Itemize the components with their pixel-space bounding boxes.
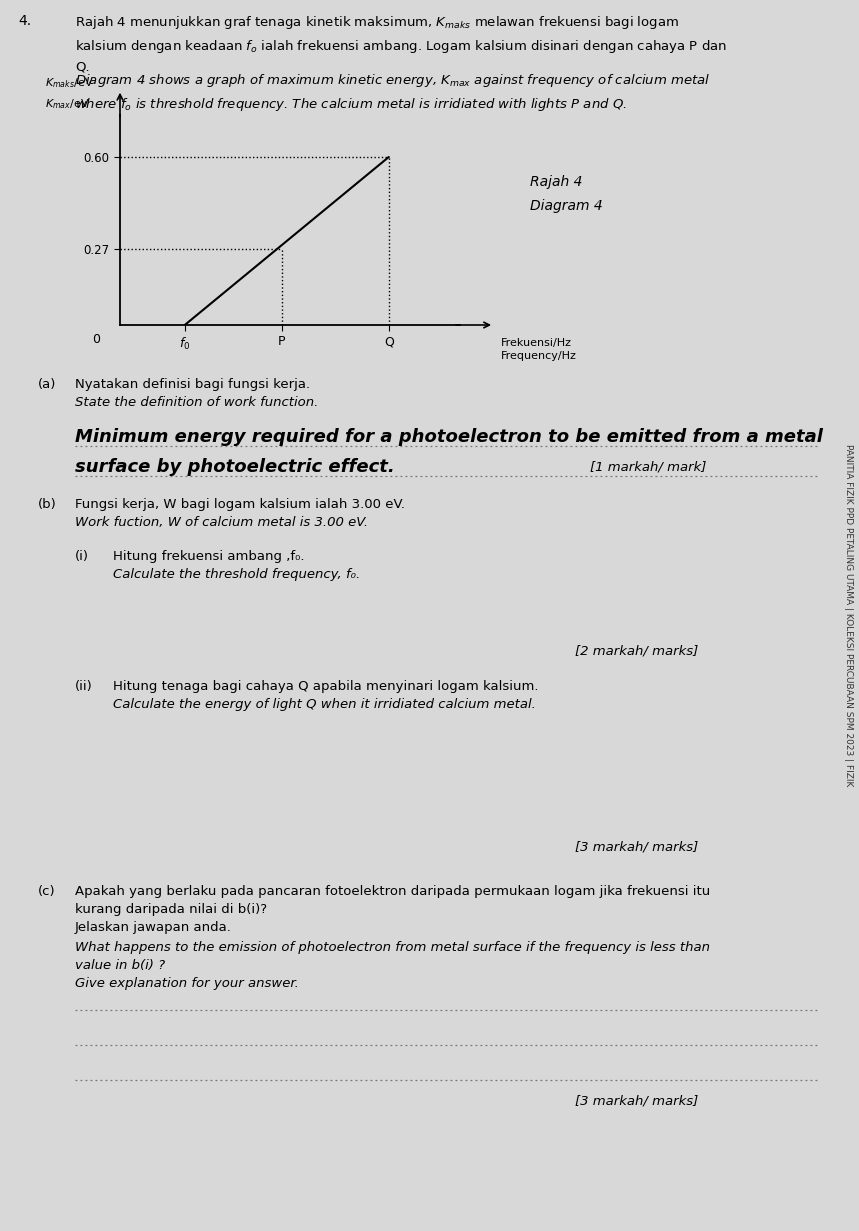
Text: Fungsi kerja, W bagi logam kalsium ialah 3.00 eV.: Fungsi kerja, W bagi logam kalsium ialah…	[75, 499, 405, 511]
Text: Hitung tenaga bagi cahaya Q apabila menyinari logam kalsium.: Hitung tenaga bagi cahaya Q apabila meny…	[113, 680, 539, 693]
Text: value in b(i) ?: value in b(i) ?	[75, 959, 165, 972]
Text: $K_{maks}$/eV: $K_{maks}$/eV	[46, 76, 94, 90]
Text: (a): (a)	[38, 378, 57, 391]
Text: Rajah 4 menunjukkan graf tenaga kinetik maksimum, $K_{maks}$ melawan frekuensi b: Rajah 4 menunjukkan graf tenaga kinetik …	[75, 14, 727, 73]
Text: Work fuction, W of calcium metal is 3.00 eV.: Work fuction, W of calcium metal is 3.00…	[75, 516, 369, 529]
Text: Rajah 4
Diagram 4: Rajah 4 Diagram 4	[530, 175, 603, 213]
Text: Calculate the energy of light Q when it irridiated calcium metal.: Calculate the energy of light Q when it …	[113, 698, 536, 712]
Text: (c): (c)	[38, 885, 56, 897]
Text: State the definition of work function.: State the definition of work function.	[75, 396, 319, 409]
Text: PANITIA FIZIK PPD PETALING UTAMA | KOLEKSI PERCUBAAN SPM 2023 | FIZIK: PANITIA FIZIK PPD PETALING UTAMA | KOLEK…	[844, 444, 854, 787]
Text: What happens to the emission of photoelectron from metal surface if the frequenc: What happens to the emission of photoele…	[75, 940, 710, 954]
Text: (i): (i)	[75, 550, 89, 563]
Text: (ii): (ii)	[75, 680, 93, 693]
Text: Jelaskan jawapan anda.: Jelaskan jawapan anda.	[75, 921, 232, 934]
Text: [2 markah/ marks]: [2 markah/ marks]	[575, 645, 698, 659]
Text: Nyatakan definisi bagi fungsi kerja.: Nyatakan definisi bagi fungsi kerja.	[75, 378, 310, 391]
Text: 0: 0	[92, 334, 101, 346]
Text: Minimum energy required for a photoelectron to be emitted from a metal: Minimum energy required for a photoelect…	[75, 428, 823, 446]
Text: Frekuensi/Hz
Frequency/Hz: Frekuensi/Hz Frequency/Hz	[501, 337, 576, 361]
Text: surface by photoelectric effect.: surface by photoelectric effect.	[75, 458, 395, 476]
Text: [3 markah/ marks]: [3 markah/ marks]	[575, 840, 698, 853]
Text: Diagram 4 shows a graph of maximum kinetic energy, $K_{max}$ against frequency o: Diagram 4 shows a graph of maximum kinet…	[75, 71, 710, 112]
Text: Apakah yang berlaku pada pancaran fotoelektron daripada permukaan logam jika fre: Apakah yang berlaku pada pancaran fotoel…	[75, 885, 710, 897]
Text: kurang daripada nilai di b(i)?: kurang daripada nilai di b(i)?	[75, 904, 267, 916]
Text: (b): (b)	[38, 499, 57, 511]
Text: Give explanation for your answer.: Give explanation for your answer.	[75, 977, 299, 990]
Text: Calculate the threshold frequency, f₀.: Calculate the threshold frequency, f₀.	[113, 567, 360, 581]
Text: [3 markah/ marks]: [3 markah/ marks]	[575, 1096, 698, 1108]
Text: 4.: 4.	[18, 14, 31, 28]
Text: Hitung frekuensi ambang ,f₀.: Hitung frekuensi ambang ,f₀.	[113, 550, 304, 563]
Text: [1 markah/ mark]: [1 markah/ mark]	[590, 460, 706, 474]
Text: $K_{max}$/eV: $K_{max}$/eV	[46, 97, 90, 111]
